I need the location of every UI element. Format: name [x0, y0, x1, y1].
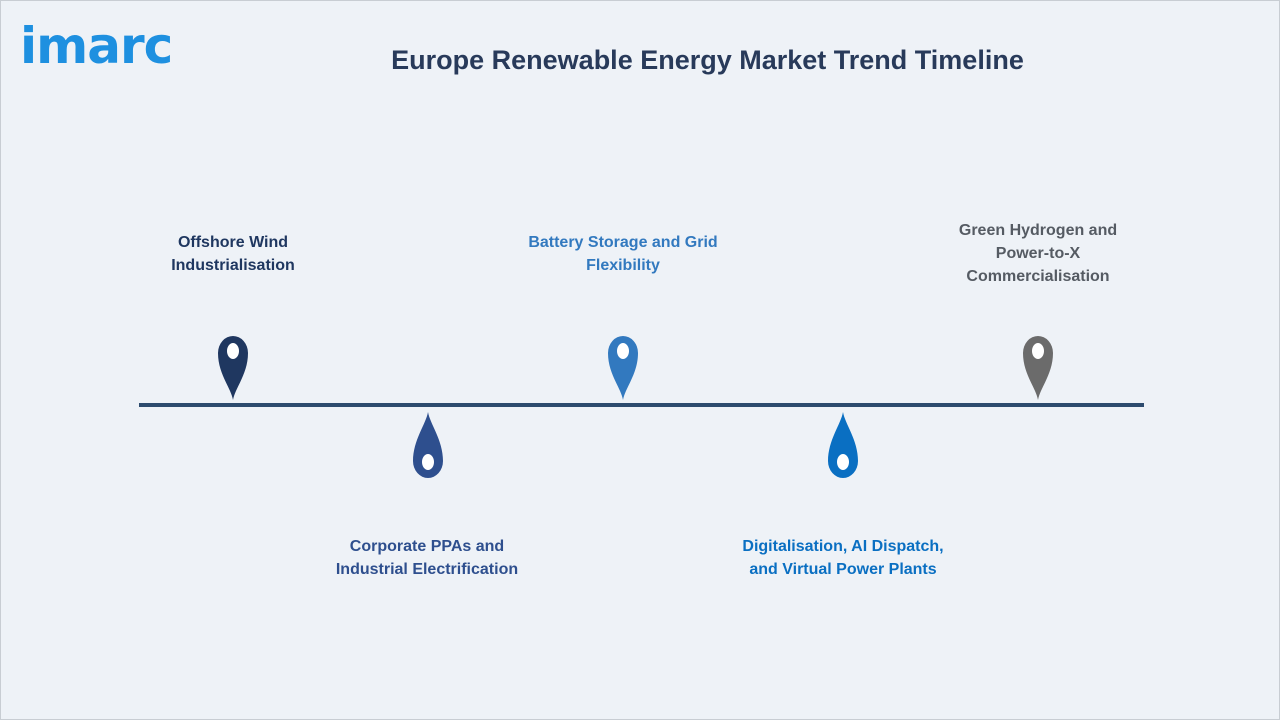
- label-line: Power-to-X: [995, 245, 1081, 262]
- timeline-label-4: Digitalisation, AI Dispatch, and Virtual…: [713, 535, 973, 581]
- timeline-axis: [139, 403, 1144, 407]
- timeline-pin-3: [606, 328, 640, 404]
- label-line: Industrialisation: [171, 257, 295, 274]
- timeline-label-5: Green Hydrogen and Power-to-X Commercial…: [918, 219, 1158, 288]
- timeline-pin-4: [826, 410, 860, 486]
- label-line: Digitalisation, AI Dispatch,: [742, 538, 944, 555]
- timeline-label-2: Corporate PPAs and Industrial Electrific…: [307, 535, 547, 581]
- label-line: Commercialisation: [966, 268, 1110, 285]
- imarc-logo: imarc: [20, 17, 173, 75]
- label-line: Industrial Electrification: [335, 561, 519, 578]
- timeline-pin-2: [411, 410, 445, 486]
- page-title: Europe Renewable Energy Market Trend Tim…: [391, 45, 1024, 75]
- label-line: Flexibility: [586, 257, 660, 274]
- label-line: Green Hydrogen and: [958, 222, 1118, 239]
- timeline-pin-5: [1021, 328, 1055, 404]
- timeline-label-1: Offshore Wind Industrialisation: [113, 231, 353, 277]
- label-line: Offshore Wind: [177, 234, 289, 251]
- timeline-pin-1: [216, 328, 250, 404]
- label-line: and Virtual Power Plants: [749, 561, 937, 578]
- label-line: Corporate PPAs and: [349, 538, 505, 555]
- timeline-label-3: Battery Storage and Grid Flexibility: [503, 231, 743, 277]
- label-line: Battery Storage and Grid: [528, 234, 718, 251]
